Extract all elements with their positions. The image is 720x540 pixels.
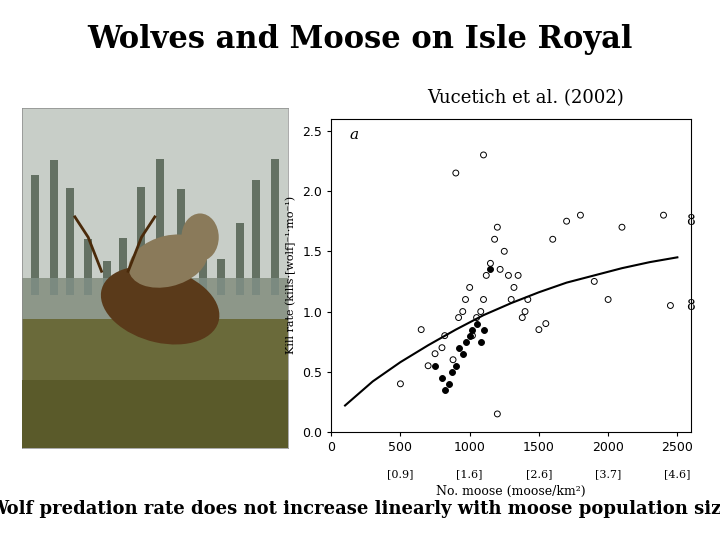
Point [457, 349, 469, 358]
Point [475, 307, 487, 316]
Point [533, 325, 544, 334]
Text: Vucetich et al. (2002): Vucetich et al. (2002) [427, 89, 624, 107]
Point [522, 295, 534, 304]
Point [588, 277, 600, 286]
Point [439, 386, 451, 394]
Point [464, 332, 475, 340]
Ellipse shape [101, 266, 220, 345]
Point [505, 295, 517, 304]
Point [423, 361, 434, 370]
Point [457, 307, 469, 316]
Bar [119, 238, 127, 295]
Point [446, 367, 457, 376]
Point [519, 307, 531, 316]
Bar [84, 239, 92, 295]
Point [471, 313, 482, 322]
Ellipse shape [129, 234, 207, 288]
Point [603, 295, 614, 304]
Point [475, 338, 487, 346]
Bar [199, 246, 207, 295]
Point [436, 374, 448, 382]
Text: [4.6]: [4.6] [664, 470, 690, 480]
Point [665, 301, 676, 310]
Text: [0.9]: [0.9] [387, 470, 414, 480]
X-axis label: No. moose (moose/km²): No. moose (moose/km²) [436, 484, 586, 497]
Bar [22, 319, 288, 448]
Text: Wolves and Moose on Isle Royal: Wolves and Moose on Isle Royal [87, 24, 633, 55]
Point [436, 343, 448, 352]
Point [467, 332, 478, 340]
Bar [156, 159, 164, 295]
Point [513, 271, 524, 280]
Point [485, 259, 496, 268]
Bar [31, 176, 39, 295]
Bar [217, 259, 225, 295]
Bar [138, 187, 145, 295]
Point [464, 283, 475, 292]
Y-axis label: Kill rate (kills·[wolf]⁻¹·mo⁻¹): Kill rate (kills·[wolf]⁻¹·mo⁻¹) [287, 197, 297, 354]
Point [498, 247, 510, 255]
Point [439, 332, 451, 340]
Bar [50, 160, 58, 295]
Point [478, 151, 490, 159]
Bar [22, 108, 288, 278]
Point [443, 380, 454, 388]
Point [492, 223, 503, 232]
Point [460, 338, 472, 346]
Point [447, 355, 459, 364]
Point [658, 211, 670, 219]
Bar [22, 380, 288, 448]
Point [453, 313, 464, 322]
Point [492, 410, 503, 418]
Text: [2.6]: [2.6] [526, 470, 552, 480]
Point [429, 349, 441, 358]
Text: [3.7]: [3.7] [595, 470, 621, 480]
Bar [22, 278, 288, 329]
Text: Wolf predation rate does not increase linearly with moose population size: Wolf predation rate does not increase li… [0, 501, 720, 518]
Bar [103, 261, 111, 295]
Text: a: a [349, 128, 359, 142]
Bar [22, 278, 288, 448]
Point [480, 271, 492, 280]
Point [415, 325, 427, 334]
Point [616, 223, 628, 232]
Bar [236, 224, 244, 295]
Point [540, 319, 552, 328]
Point [467, 325, 478, 334]
Point [460, 295, 472, 304]
Point [450, 361, 462, 370]
Point [485, 265, 496, 274]
Circle shape [181, 213, 219, 261]
Text: 8: 8 [685, 299, 694, 313]
Point [516, 313, 528, 322]
Bar [252, 180, 260, 295]
Point [453, 343, 464, 352]
Point [495, 265, 506, 274]
Point [547, 235, 559, 244]
Point [471, 319, 482, 328]
Bar [271, 159, 279, 295]
Point [575, 211, 586, 219]
Point [478, 295, 490, 304]
Text: 8: 8 [685, 214, 694, 228]
Point [503, 271, 514, 280]
Bar [177, 189, 186, 295]
Point [429, 361, 441, 370]
Point [395, 380, 406, 388]
Point [478, 325, 490, 334]
Point [450, 168, 462, 177]
Text: [1.6]: [1.6] [456, 470, 483, 480]
Point [508, 283, 520, 292]
Point [489, 235, 500, 244]
Bar [66, 188, 73, 295]
Point [561, 217, 572, 226]
